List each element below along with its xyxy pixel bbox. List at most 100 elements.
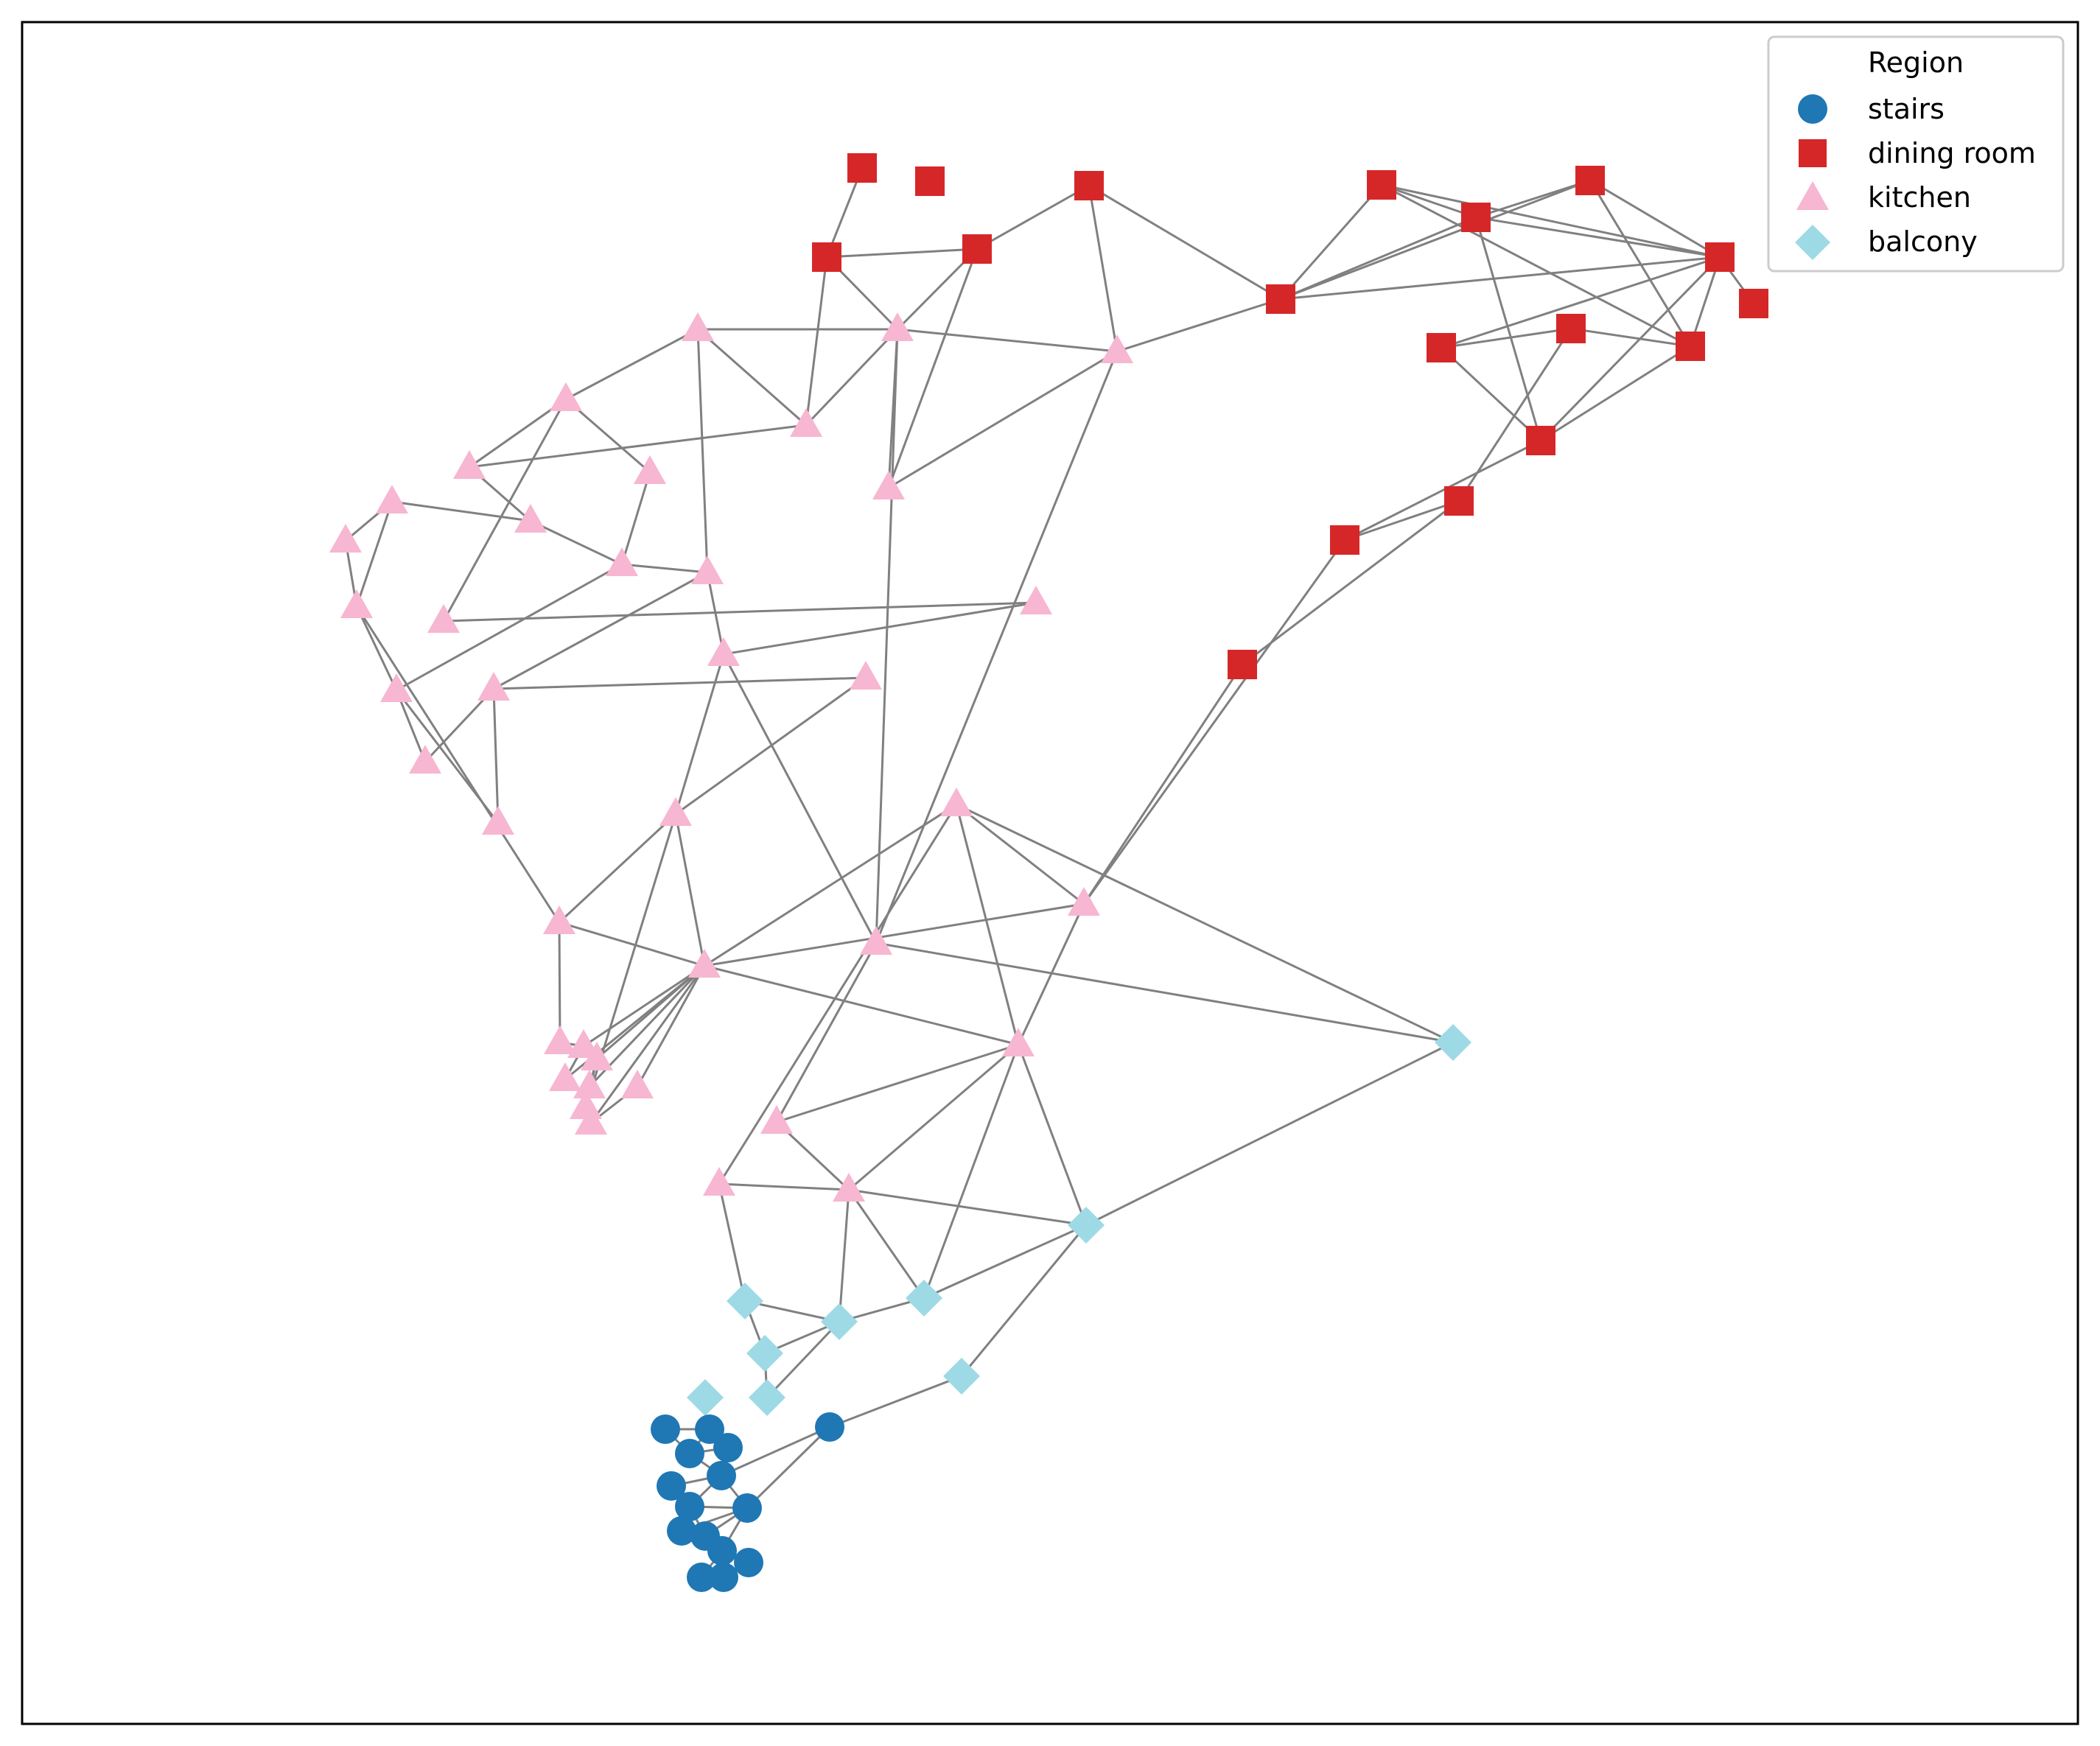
graph-edge (718, 1182, 850, 1191)
graph-edge (558, 813, 677, 924)
graph-edge (805, 256, 828, 426)
node-stairs (709, 1563, 738, 1592)
legend: Region stairs dining room kitchen balcon… (1767, 35, 2065, 273)
node-kitchen (340, 589, 373, 618)
graph-edge (674, 653, 725, 815)
node-kitchen (380, 673, 413, 702)
node-kitchen (707, 637, 740, 666)
node-stairs (687, 1563, 716, 1592)
node-dining-room (1228, 650, 1257, 679)
graph-edge (697, 328, 807, 427)
graph-edge (847, 1189, 925, 1299)
node-balcony (821, 1303, 858, 1340)
node-kitchen (850, 661, 882, 690)
node-stairs (675, 1492, 704, 1521)
graph-edge (1344, 499, 1460, 541)
node-stairs (707, 1461, 736, 1490)
graph-edge (1570, 327, 1691, 348)
graph-edge (583, 964, 705, 1048)
node-balcony (746, 1335, 783, 1372)
node-kitchen (606, 547, 638, 576)
node-kitchen (453, 450, 486, 479)
graph-edge (1017, 1044, 1088, 1226)
graph-edge (1540, 345, 1691, 442)
graph-edge (1689, 256, 1721, 347)
graph-edge (718, 804, 958, 1185)
node-balcony (687, 1379, 724, 1416)
graph-edge (636, 965, 706, 1087)
graph-edge (1242, 499, 1460, 666)
node-dining-room (1705, 242, 1735, 272)
graph-edge (620, 471, 651, 565)
node-kitchen (575, 1106, 607, 1135)
graph-edge (955, 804, 1020, 1045)
node-stairs (675, 1439, 704, 1468)
node-balcony (1068, 1207, 1105, 1244)
graph-edge (722, 653, 878, 944)
graph-edge (395, 690, 500, 824)
node-kitchen (550, 382, 582, 411)
graph-edge (674, 813, 706, 967)
node-balcony (727, 1283, 763, 1319)
graph-edge (621, 563, 708, 574)
graph-edge (469, 398, 567, 469)
node-kitchen (549, 1062, 581, 1091)
graph-edge (776, 1043, 1019, 1123)
node-kitchen (543, 905, 575, 934)
graph-edge (805, 328, 899, 427)
graph-edge (923, 1044, 1020, 1299)
legend-label-kitchen: kitchen (1868, 181, 1971, 214)
node-dining-room (915, 166, 945, 196)
node-kitchen (940, 788, 973, 816)
node-kitchen (621, 1070, 654, 1098)
node-stairs (707, 1536, 737, 1566)
node-kitchen (514, 504, 547, 533)
graph-edge (829, 1375, 962, 1428)
graph-edge (443, 601, 1037, 623)
node-dining-room (1330, 525, 1359, 555)
graph-edge (704, 964, 1019, 1046)
graph-edge (469, 424, 807, 469)
graph-edge (1441, 327, 1572, 349)
node-stairs (667, 1516, 696, 1546)
legend-marker-stairs (1798, 94, 1827, 124)
node-kitchen (688, 949, 721, 978)
node-kitchen (691, 555, 724, 584)
graph-edge (565, 328, 699, 401)
graph-edge (826, 248, 978, 259)
node-dining-room (1676, 332, 1705, 361)
node-stairs (734, 1548, 763, 1577)
graph-edge (530, 519, 623, 566)
node-kitchen (376, 485, 408, 513)
graph-edge (875, 942, 1454, 1044)
graph-edge (559, 921, 705, 967)
legend-label-balcony: balcony (1868, 225, 1978, 258)
node-kitchen (477, 672, 510, 701)
graph-edge (1082, 539, 1346, 905)
node-balcony (1435, 1024, 1471, 1061)
legend-title: Region (1868, 46, 1964, 79)
legend-label-dining-room: dining room (1868, 137, 2036, 169)
node-kitchen (544, 1025, 576, 1054)
node-kitchen (659, 797, 692, 826)
node-balcony (943, 1358, 980, 1395)
graph-edge (558, 922, 561, 1043)
graph-edge (1474, 217, 1542, 441)
graph-edge (704, 902, 1085, 967)
graph-edge (492, 688, 500, 824)
graph-edge (395, 690, 427, 762)
graph-edge (355, 606, 398, 691)
graph-edge (391, 500, 531, 522)
graph-edge (897, 328, 1118, 353)
graph-edge (1381, 183, 1721, 259)
node-kitchen (860, 926, 892, 955)
graph-edge (744, 1300, 840, 1323)
graph-edge (723, 601, 1037, 656)
graph-edge (1082, 664, 1244, 905)
legend-marker-kitchen (1796, 181, 1829, 210)
node-stairs (651, 1414, 680, 1444)
graph-edge (956, 803, 1085, 905)
graph-edge (1589, 180, 1692, 347)
node-dining-room (1526, 426, 1555, 455)
